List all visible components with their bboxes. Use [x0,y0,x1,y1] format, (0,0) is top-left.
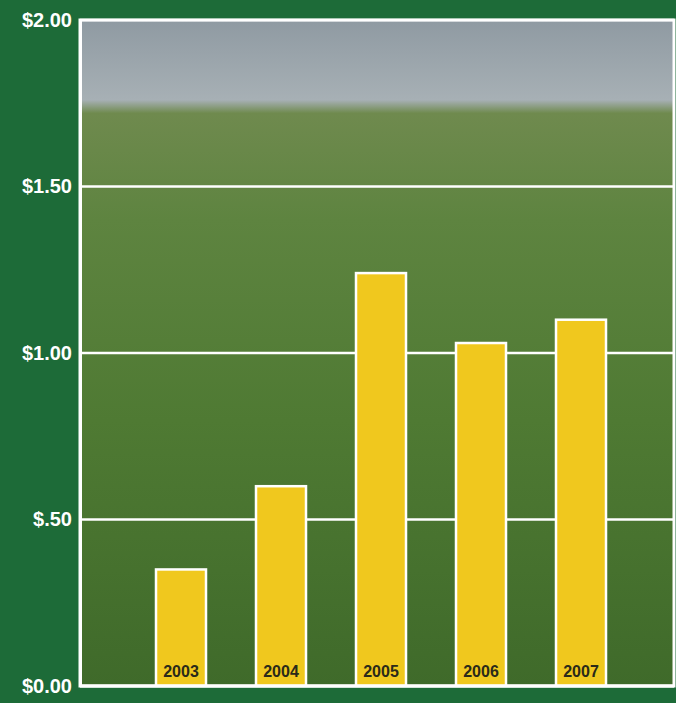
x-tick: 2005 [363,663,399,686]
grid-line [80,685,674,688]
x-tick-label: 2006 [463,663,499,680]
y-axis: $0.00 $.50 $1.00 $1.50 $2.00 [22,9,81,697]
chart: $0.00 $.50 $1.00 $1.50 $2.00 2003 2004 2005 2006… [0,0,676,703]
y-tick-label: $1.50 [22,175,72,197]
x-axis-line [80,685,674,688]
bar [556,320,606,686]
bar [456,343,506,686]
plot-frame [80,20,674,686]
plot-background [80,20,674,686]
y-tick: $.50 [33,508,80,530]
x-tick-label: 2003 [163,663,199,680]
x-tick: 2007 [563,663,599,686]
x-tick: 2004 [263,663,299,686]
y-tick: $0.00 [22,675,80,697]
y-tick-label: $0.00 [22,675,72,697]
bar [256,486,306,686]
x-tick-label: 2004 [263,663,299,680]
y-axis-line [79,21,82,687]
y-tick: $1.50 [22,175,80,197]
x-tick: 2006 [463,663,499,686]
y-tick-label: $1.00 [22,342,72,364]
y-tick: $2.00 [22,9,80,31]
y-tick: $1.00 [22,342,80,364]
y-tick-label: $.50 [33,508,72,530]
bar [356,273,406,686]
bar [156,569,206,686]
x-tick: 2003 [163,663,199,686]
grid [80,20,674,686]
bars [156,273,606,686]
x-tick-label: 2007 [563,663,599,680]
grid-line [80,185,674,188]
y-tick-label: $2.00 [22,9,72,31]
x-axis: 2003 2004 2005 2006 2007 [80,663,674,686]
x-tick-label: 2005 [363,663,399,680]
